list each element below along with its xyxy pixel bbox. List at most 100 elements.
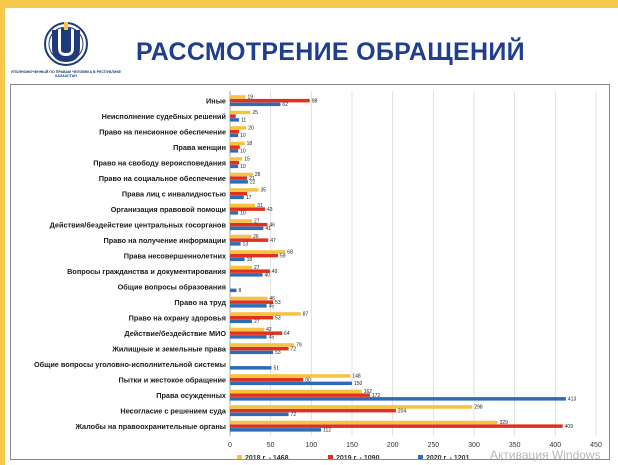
bar-3 xyxy=(230,226,264,231)
bar-1 xyxy=(230,141,245,146)
bar-value-label: 27 xyxy=(254,265,260,271)
chart-frame: 0 50 100 150 200 250 300 350 400 450 Иные 19 98 62 Неи… xyxy=(10,84,610,460)
bar-value-label: 409 xyxy=(565,424,574,430)
bar-1 xyxy=(230,405,473,409)
bar-value-label: 87 xyxy=(303,312,309,318)
bar-value-label: 79 xyxy=(296,343,302,349)
y-category-label: Права осужденных xyxy=(156,391,226,400)
bar-1 xyxy=(230,296,268,301)
x-tick-label: 200 xyxy=(387,442,399,449)
y-category-label: Действие/бездействие МИО xyxy=(124,329,226,338)
bar-value-label: 112 xyxy=(323,428,331,434)
bar-value-label: 46 xyxy=(269,296,275,302)
y-category-label: Неисполнение судебных решений xyxy=(102,112,226,121)
bar-1 xyxy=(230,126,247,130)
bar-value-label: 10 xyxy=(240,149,246,155)
x-tick-label: 50 xyxy=(267,442,275,449)
y-category-label: Право на получение информации xyxy=(104,236,227,245)
y-category-label: Вопросы гражданства и документирования xyxy=(67,267,226,276)
bar-2 xyxy=(230,346,289,351)
bar-2 xyxy=(230,129,239,134)
bar-value-label: 72 xyxy=(291,346,297,352)
bar-value-label: 18 xyxy=(247,141,253,147)
bar-value-label: 53 xyxy=(275,300,281,306)
bar-value-label: 45 xyxy=(269,335,275,341)
bar-value-label: 8 xyxy=(239,288,242,294)
bar-value-label: 21 xyxy=(249,176,255,182)
bar-3 xyxy=(230,335,267,339)
bar-2 xyxy=(230,269,270,273)
ombudsman-logo xyxy=(14,16,118,80)
bar-value-label: 11 xyxy=(241,118,246,124)
y-category-label: Организация правовой помощи xyxy=(111,205,226,214)
bar-value-label: 43 xyxy=(267,207,273,213)
y-category-label: Жилищные и земельные права xyxy=(111,344,227,353)
bar-value-label: 19 xyxy=(247,95,253,101)
bar-2 xyxy=(230,98,310,103)
bar-3 xyxy=(230,428,322,432)
bar-value-label: 31 xyxy=(257,203,263,209)
x-tick-label: 450 xyxy=(590,442,602,449)
bar-3 xyxy=(230,257,245,262)
y-category-label: Право на свободу вероисповедания xyxy=(93,158,226,167)
bar-value-label: 25 xyxy=(252,110,258,116)
bar-3 xyxy=(230,118,239,122)
bar-value-label: 20 xyxy=(248,126,254,132)
bar-chart: 0 50 100 150 200 250 300 350 400 450 Иные 19 98 62 Неи… xyxy=(34,91,602,459)
x-tick-label: 0 xyxy=(228,442,232,449)
bar-1 xyxy=(230,265,252,270)
bar-1 xyxy=(230,374,351,378)
y-category-label: Действия/бездействие центральных госорга… xyxy=(50,220,227,229)
bar-value-label: 28 xyxy=(255,172,261,178)
bar-2 xyxy=(230,191,248,196)
bar-value-label: 148 xyxy=(352,374,361,380)
bar-value-label: 59 xyxy=(280,253,286,259)
bar-2 xyxy=(230,160,239,165)
bar-value-label: 298 xyxy=(474,405,483,411)
bar-2 xyxy=(230,315,274,320)
bar-1 xyxy=(230,343,295,347)
bar-2 xyxy=(230,393,370,397)
bar-2 xyxy=(230,331,283,335)
bar-2 xyxy=(230,300,274,304)
bar-value-label: 204 xyxy=(398,408,407,414)
bar-1 xyxy=(230,219,252,223)
bar-3 xyxy=(230,180,248,184)
bar-3 xyxy=(230,366,272,370)
bar-3 xyxy=(230,288,237,293)
bar-value-label: 51 xyxy=(273,366,279,372)
bar-3 xyxy=(230,242,241,246)
legend-swatch xyxy=(237,455,242,459)
y-category-label: Право на пенсионное обеспечение xyxy=(99,127,226,136)
bar-1 xyxy=(230,420,498,425)
bar-value-label: 35 xyxy=(260,188,266,194)
legend-label: 2018 г. - 1468 xyxy=(245,455,289,459)
y-category-label: Иные xyxy=(206,96,226,105)
bar-value-label: 26 xyxy=(253,234,259,240)
bar-2 xyxy=(230,424,563,428)
bar-2 xyxy=(230,176,248,180)
legend-swatch xyxy=(418,455,423,459)
left-accent-bar xyxy=(0,0,5,465)
bar-3 xyxy=(230,102,281,107)
bar-1 xyxy=(230,172,253,177)
y-category-label: Пытки и жестокое обращение xyxy=(118,375,226,384)
x-tick-label: 400 xyxy=(549,442,561,449)
bar-2 xyxy=(230,114,236,118)
top-accent-bar xyxy=(0,0,618,8)
y-category-label: Право на социальное обеспечение xyxy=(99,174,226,183)
bar-2 xyxy=(230,408,396,413)
bar-value-label: 62 xyxy=(282,102,288,108)
bar-value-label: 329 xyxy=(500,420,509,426)
bar-value-label: 413 xyxy=(568,397,577,403)
bar-value-label: 53 xyxy=(275,350,281,356)
bar-value-label: 13 xyxy=(243,242,249,248)
bar-value-label: 45 xyxy=(269,304,275,310)
bar-value-label: 53 xyxy=(275,315,281,321)
bar-value-label: 46 xyxy=(269,222,275,228)
bar-3 xyxy=(230,211,239,215)
y-category-label: Право на труд xyxy=(174,298,226,307)
bar-value-label: 47 xyxy=(270,238,276,244)
bar-3 xyxy=(230,319,252,324)
bar-3 xyxy=(230,149,239,153)
